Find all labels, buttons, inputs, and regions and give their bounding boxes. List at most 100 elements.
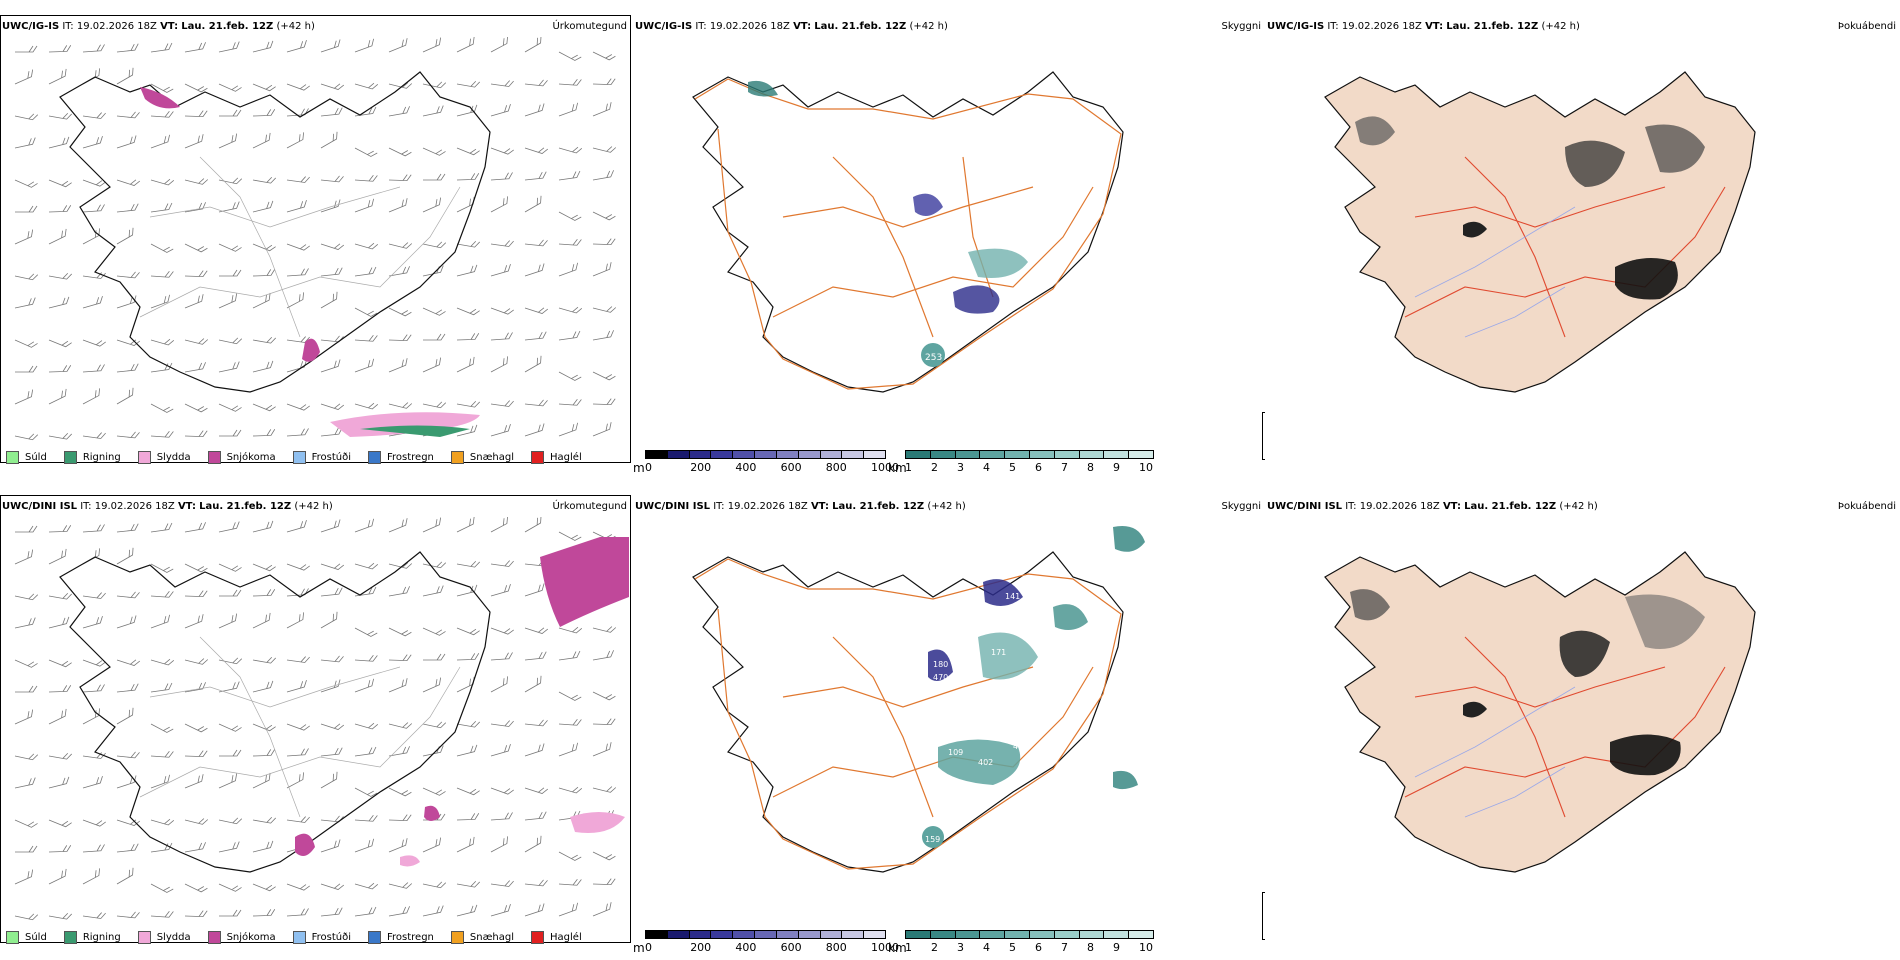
wind-barb <box>82 592 106 599</box>
colorbar-tick-label: 7 <box>1061 461 1068 474</box>
it-value: 19.02.2026 18Z <box>1359 501 1440 512</box>
wind-barb <box>184 910 208 918</box>
wind-barb <box>116 911 140 919</box>
wind-barb <box>286 656 310 663</box>
precip-legend-item: Frostregn <box>364 450 434 464</box>
colorbar-segment <box>954 450 981 459</box>
wind-barb <box>320 747 343 757</box>
colorbar-tick-label: 800 <box>825 941 847 954</box>
wind-barb <box>116 867 134 885</box>
panel-header: UWC/DINI ISL IT: 19.02.2026 18Z VT: Lau.… <box>1267 501 1896 515</box>
precip-swatch <box>368 450 381 464</box>
wind-barb <box>388 242 413 249</box>
wind-barb <box>286 883 310 891</box>
precip-legend-item: Rigning <box>60 450 121 464</box>
wind-barb <box>286 200 307 213</box>
precip-legend-label: Snjókoma <box>226 931 276 943</box>
precip-legend-label: Haglél <box>550 931 582 943</box>
wind-barb <box>320 611 338 629</box>
wind-barb <box>422 401 447 409</box>
panel-fog-bottom: UWC/DINI ISL IT: 19.02.2026 18Z VT: Lau.… <box>1265 495 1900 960</box>
wind-barb <box>252 612 271 629</box>
precip-swatch <box>6 930 19 944</box>
wind-barb <box>558 170 581 181</box>
wind-barb <box>150 774 171 789</box>
wind-barb <box>48 616 70 629</box>
colorbar-segment <box>710 450 734 459</box>
wind-barb <box>388 654 412 662</box>
colorbar-segment <box>841 930 865 939</box>
colorbar-group: m km 0 200 400 600 800 1000 1 2 3 4 5 6 7 8 9 10 <box>633 930 1265 958</box>
wind-barb <box>490 812 513 821</box>
colorbar-tick-label: 2 <box>931 941 938 954</box>
wind-barb <box>116 203 139 213</box>
wind-barb <box>82 432 106 439</box>
wind-barb <box>388 746 410 757</box>
precip-swatch <box>63 450 77 464</box>
precip-legend-label: Frostregn <box>387 931 434 943</box>
colorbar-segment <box>1128 450 1154 459</box>
wind-barb <box>286 816 310 823</box>
wind-barb <box>320 267 343 277</box>
wind-barb <box>388 586 410 597</box>
precip-legend-item: Snæhagl <box>447 930 514 944</box>
wind-barb <box>524 835 542 853</box>
wind-barb <box>354 82 379 90</box>
wind-barb <box>218 883 242 892</box>
wind-barb <box>48 365 72 373</box>
colorbar-tick-label: 6 <box>1035 941 1042 954</box>
it-value: 19.02.2026 18Z <box>1341 21 1422 32</box>
wind-barb <box>388 882 413 889</box>
wind-barb <box>388 906 410 917</box>
colorbar-segment <box>775 450 799 459</box>
colorbar-segment <box>1004 930 1030 939</box>
colorbar-tick-label: 200 <box>690 461 712 474</box>
wind-barb <box>218 177 243 185</box>
road-network <box>1404 156 1726 338</box>
fog-area <box>1610 734 1681 776</box>
wind-barb <box>286 908 309 917</box>
wind-barb <box>422 147 446 156</box>
wind-barb <box>558 786 583 794</box>
it-label: IT: <box>80 501 92 512</box>
wind-barb <box>456 720 480 728</box>
colorbar-group: m km 0 200 400 600 800 1000 1 2 3 4 5 6 7 8 9 10 <box>633 450 1265 478</box>
wind-barb <box>558 102 579 117</box>
colorbar-segment <box>1029 450 1055 459</box>
wind-barb <box>150 362 173 373</box>
wind-barb <box>354 198 375 213</box>
wind-barb <box>150 338 175 346</box>
model-name: UWC/DINI ISL <box>635 501 711 512</box>
wind-barb <box>388 787 412 797</box>
visibility-area <box>938 739 1021 785</box>
wind-barb <box>218 723 242 732</box>
snow-area <box>140 87 180 109</box>
wind-barb <box>524 879 548 887</box>
precip-legend-label: Frostúði <box>311 931 351 943</box>
wind-barb <box>252 292 271 309</box>
colorbar-segment <box>754 450 777 459</box>
wind-barb <box>490 560 514 567</box>
snow-area <box>302 338 320 362</box>
wind-barb <box>48 68 67 85</box>
wind-barb <box>48 708 67 725</box>
wind-barb <box>388 358 408 373</box>
road-network <box>139 156 461 338</box>
wind-barb <box>184 774 204 789</box>
wind-barb <box>320 83 345 91</box>
colorbar-segment <box>1078 930 1105 939</box>
wind-barb <box>150 294 171 309</box>
wind-barb <box>116 751 140 759</box>
wind-barb <box>286 243 310 251</box>
wind-barb <box>320 291 338 309</box>
wind-barb <box>184 614 204 629</box>
wind-barb <box>592 51 616 61</box>
wind-barb <box>524 355 542 373</box>
wind-barb <box>48 228 67 245</box>
wind-barb <box>14 593 39 601</box>
vt-label: VT: <box>1442 501 1461 512</box>
wind-barb <box>354 838 375 853</box>
wind-barb <box>218 403 242 412</box>
wind-barb <box>320 243 345 251</box>
colorbar-tick-label: 4 <box>983 461 990 474</box>
